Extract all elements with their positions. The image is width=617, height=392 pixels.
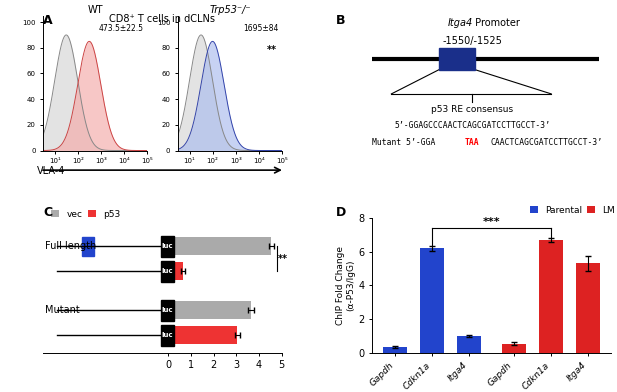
- Text: C: C: [43, 206, 52, 219]
- Text: Full length: Full length: [46, 241, 97, 251]
- Text: 473.5±22.5: 473.5±22.5: [99, 24, 144, 33]
- Text: ***: ***: [482, 217, 500, 227]
- Bar: [168, 262, 183, 280]
- Text: CAACTCAGCGATCCTTGCCT-3’: CAACTCAGCGATCCTTGCCT-3’: [491, 138, 603, 147]
- Text: B: B: [336, 14, 346, 27]
- Bar: [168, 301, 251, 319]
- Text: TAA: TAA: [464, 138, 479, 147]
- Title: Trp53⁻/⁻: Trp53⁻/⁻: [209, 5, 251, 15]
- Legend: Parental, LM: Parental, LM: [526, 202, 617, 218]
- Title: WT: WT: [87, 5, 103, 15]
- Bar: [420, 248, 444, 353]
- FancyBboxPatch shape: [439, 48, 475, 70]
- Text: D: D: [336, 206, 347, 219]
- FancyBboxPatch shape: [161, 261, 174, 282]
- Y-axis label: ChIP Fold Change
(α-P53/IgG): ChIP Fold Change (α-P53/IgG): [336, 246, 355, 325]
- Text: Itga4: Itga4: [447, 18, 473, 28]
- Text: luc: luc: [162, 332, 173, 338]
- Text: luc: luc: [162, 268, 173, 274]
- Bar: [168, 326, 238, 344]
- Text: luc: luc: [162, 243, 173, 249]
- Text: Promoter: Promoter: [473, 18, 520, 28]
- FancyBboxPatch shape: [161, 325, 174, 346]
- FancyBboxPatch shape: [161, 236, 174, 257]
- Bar: [383, 347, 407, 353]
- Text: p53 RE consensus: p53 RE consensus: [431, 105, 513, 114]
- Text: **: **: [278, 254, 288, 264]
- Text: Mutant: Mutant: [46, 305, 80, 315]
- Text: 1695±84: 1695±84: [243, 24, 279, 33]
- Text: CD8⁺ T cells in dCLNs: CD8⁺ T cells in dCLNs: [109, 14, 215, 24]
- Text: VLA-4: VLA-4: [37, 166, 65, 176]
- Bar: [539, 240, 563, 353]
- Text: Mutant 5’-GGA: Mutant 5’-GGA: [372, 138, 436, 147]
- Text: 5’-GGAGCCCAACTCAGCGATCCTTGCCT-3’: 5’-GGAGCCCAACTCAGCGATCCTTGCCT-3’: [394, 121, 550, 130]
- Text: luc: luc: [162, 307, 173, 313]
- FancyBboxPatch shape: [82, 237, 94, 256]
- FancyBboxPatch shape: [161, 300, 174, 321]
- Text: -1550/-1525: -1550/-1525: [442, 36, 502, 46]
- Bar: [457, 336, 481, 353]
- Text: A: A: [43, 14, 53, 27]
- Legend: vec, p53: vec, p53: [48, 206, 124, 223]
- Bar: [168, 238, 271, 255]
- Text: **: **: [267, 45, 276, 55]
- Bar: [576, 263, 600, 353]
- Bar: [502, 343, 526, 353]
